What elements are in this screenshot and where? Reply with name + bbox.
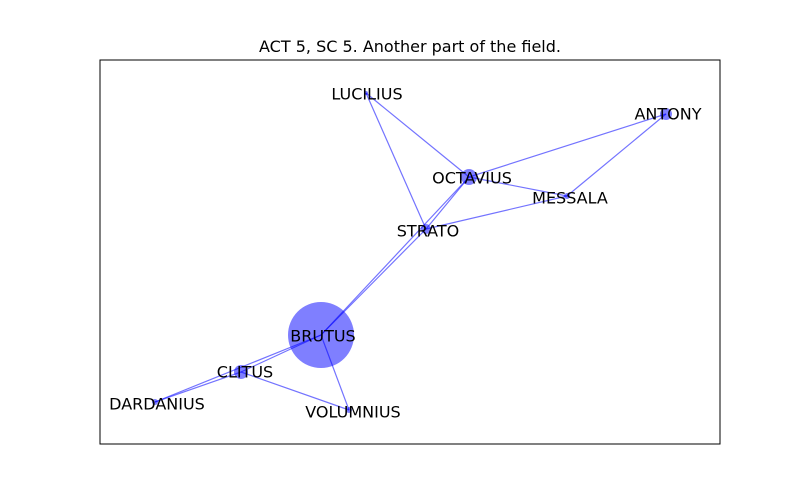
- node-label-brutus: BRUTUS: [290, 327, 355, 346]
- labels-layer: BRUTUS CLITUS DARDANIUS VOLUMNIUS STRATO OCTA…: [109, 85, 702, 422]
- edge-octavius-lucilius: [365, 92, 470, 178]
- edge-clitus-dardanius: [154, 371, 242, 403]
- node-volumnius: [346, 407, 352, 413]
- node-label-volumnius: VOLUMNIUS: [305, 403, 400, 422]
- node-brutus: [288, 302, 354, 368]
- chart-title: ACT 5, SC 5. Another part of the field.: [259, 37, 561, 56]
- node-label-antony: ANTONY: [634, 105, 701, 124]
- edge-octavius-antony: [468, 113, 667, 178]
- edge-strato-lucilius: [365, 92, 427, 230]
- node-label-dardanius: DARDANIUS: [109, 395, 205, 414]
- node-messala: [564, 193, 570, 199]
- plot-frame: [99, 59, 721, 445]
- node-lucilius: [364, 91, 368, 95]
- node-strato: [421, 224, 431, 234]
- edge-brutus-octavius: [320, 176, 470, 336]
- node-dardanius: [152, 399, 158, 405]
- edge-octavius-messala: [468, 176, 568, 197]
- node-octavius: [461, 169, 477, 185]
- node-label-octavius: OCTAVIUS: [432, 169, 512, 188]
- node-antony: [660, 108, 672, 120]
- node-label-strato: STRATO: [397, 222, 459, 241]
- node-label-lucilius: LUCILIUS: [331, 85, 402, 104]
- node-clitus: [234, 365, 248, 379]
- node-label-clitus: CLITUS: [217, 363, 273, 382]
- edge-clitus-volumnius: [240, 371, 350, 411]
- nodes-layer: [152, 91, 672, 413]
- node-label-messala: MESSALA: [532, 189, 608, 208]
- edge-strato-octavius: [425, 176, 470, 230]
- edge-strato-messala: [425, 195, 568, 230]
- edge-messala-antony: [566, 113, 667, 197]
